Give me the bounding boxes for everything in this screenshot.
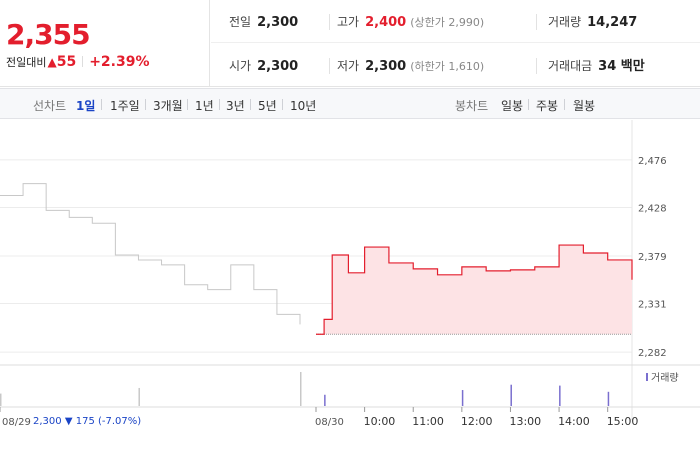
x-tick-label: 10:00 xyxy=(364,415,396,428)
open-label: 시가 xyxy=(229,59,252,73)
candle-daily-tab[interactable]: 일봉 xyxy=(501,99,524,113)
open-stat: 시가 2,300 xyxy=(229,44,298,87)
open-value: 2,300 xyxy=(257,59,299,74)
y-tick-label: 2,331 xyxy=(638,300,667,311)
high-value: 2,400 xyxy=(365,15,407,30)
period-3y-tab[interactable]: 3년 xyxy=(226,99,245,113)
divider xyxy=(536,58,537,74)
volume-bar xyxy=(300,372,302,406)
y-tick-label: 2,379 xyxy=(638,252,667,263)
change-percent: +2.39% xyxy=(89,54,150,70)
prev-close-stat: 전일 2,300 xyxy=(229,0,298,43)
prev-day-price: 2,300 xyxy=(33,416,62,427)
volume-bar xyxy=(324,394,326,406)
trade-amount-value: 34 백만 xyxy=(598,59,645,74)
today-area xyxy=(316,245,632,335)
prev-day-line xyxy=(0,183,301,325)
stat-row-bottom: 시가 2,300 저가 2,300 (하한가 1,610) 거래대금 34 백만 xyxy=(211,44,700,87)
volume-bar xyxy=(0,393,2,406)
volume-bar xyxy=(510,384,512,406)
high-stat: 고가 2,400 (상한가 2,990) xyxy=(337,0,484,43)
candle-weekly-tab[interactable]: 주봉 xyxy=(536,99,559,113)
x-tick-label: 08/30 xyxy=(315,417,344,428)
x-tick-label: 12:00 xyxy=(461,415,493,428)
divider xyxy=(101,99,102,110)
y-tick-label: 2,282 xyxy=(638,348,667,359)
prev-day-series xyxy=(0,183,301,325)
volume-legend-swatch xyxy=(646,373,648,381)
period-3m-tab[interactable]: 3개월 xyxy=(153,99,183,113)
prev-day-change: 175 xyxy=(76,416,95,427)
current-price: 2,355 xyxy=(6,18,91,51)
volume-legend: 거래량 xyxy=(651,372,679,384)
x-tick-label: 15:00 xyxy=(607,415,639,428)
divider xyxy=(528,99,529,110)
volume-stat: 거래량 14,247 xyxy=(548,0,637,43)
y-axis: 2,476 2,428 2,379 2,331 2,282 xyxy=(638,156,667,359)
period-1d-tab[interactable]: 1일 xyxy=(76,99,96,113)
prev-close-label: 전일 xyxy=(229,15,252,29)
low-stat: 저가 2,300 (하한가 1,610) xyxy=(337,44,484,87)
volume-value: 14,247 xyxy=(587,15,638,30)
stat-row-top: 전일 2,300 고가 2,400 (상한가 2,990) 거래량 14,247 xyxy=(211,0,700,43)
period-5y-tab[interactable]: 5년 xyxy=(258,99,277,113)
trade-amount-label: 거래대금 xyxy=(548,59,593,73)
stock-summary: 2,355 전일대비▲55 +2.39% 전일 2,300 고가 2,400 (상한가 … xyxy=(0,0,700,87)
volume-bar xyxy=(138,387,140,406)
price-block: 2,355 전일대비▲55 +2.39% xyxy=(0,0,210,87)
prev-day-pct: (-7.07%) xyxy=(98,416,141,427)
high-label: 고가 xyxy=(337,15,360,29)
x-tick-label: 13:00 xyxy=(509,415,541,428)
y-tick-label: 2,476 xyxy=(638,156,667,167)
divider xyxy=(187,99,188,110)
divider xyxy=(536,14,537,30)
volume-bars xyxy=(0,372,610,406)
line-chart-label: 선차트 xyxy=(33,99,67,113)
divider xyxy=(219,99,220,110)
divider xyxy=(145,99,146,110)
chart-toolbar: 선차트 1일 1주일 3개월 1년 3년 5년 10년 봉차트 일봉 주봉 월봉 xyxy=(0,88,700,119)
trade-amount-stat: 거래대금 34 백만 xyxy=(548,44,645,87)
x-tick-label: 14:00 xyxy=(558,415,590,428)
candle-monthly-tab[interactable]: 월봉 xyxy=(573,99,596,113)
volume-bar xyxy=(461,390,464,406)
price-chart[interactable]: 2,476 2,428 2,379 2,331 2,282 08/29 08/30 10:0… xyxy=(0,120,700,450)
lower-limit: (하한가 1,610) xyxy=(410,60,485,73)
period-1y-tab[interactable]: 1년 xyxy=(195,99,214,113)
today-series xyxy=(316,244,633,335)
today-line xyxy=(316,244,633,335)
prev-day-note: 2,300 ▼ 175 (-7.07%) xyxy=(33,416,141,427)
change-amount: 55 xyxy=(56,54,77,70)
upper-limit: (상한가 2,990) xyxy=(410,16,485,29)
divider xyxy=(329,14,330,30)
low-value: 2,300 xyxy=(365,59,407,74)
low-label: 저가 xyxy=(337,59,360,73)
period-1w-tab[interactable]: 1주일 xyxy=(110,99,140,113)
divider xyxy=(282,99,283,110)
period-10y-tab[interactable]: 10년 xyxy=(290,99,317,113)
up-arrow-icon: ▲ xyxy=(47,55,57,69)
change-row: 전일대비▲55 +2.39% xyxy=(6,54,150,70)
volume-label: 거래량 xyxy=(548,15,582,29)
divider xyxy=(329,58,330,74)
divider xyxy=(564,99,565,110)
x-tick-label: 11:00 xyxy=(412,415,444,428)
divider xyxy=(82,56,84,67)
divider xyxy=(250,99,251,110)
prev-close-value: 2,300 xyxy=(257,15,299,30)
x-tick-label: 08/29 xyxy=(2,417,31,428)
y-tick-label: 2,428 xyxy=(638,203,667,214)
volume-bar xyxy=(559,385,561,406)
volume-bar xyxy=(607,391,610,406)
down-arrow-icon: ▼ xyxy=(65,416,73,427)
candle-chart-label: 봉차트 xyxy=(455,99,489,113)
change-label: 전일대비 xyxy=(6,56,47,69)
x-axis: 08/29 08/30 10:00 11:00 12:00 13:00 14:00 15:00 xyxy=(0,407,638,428)
